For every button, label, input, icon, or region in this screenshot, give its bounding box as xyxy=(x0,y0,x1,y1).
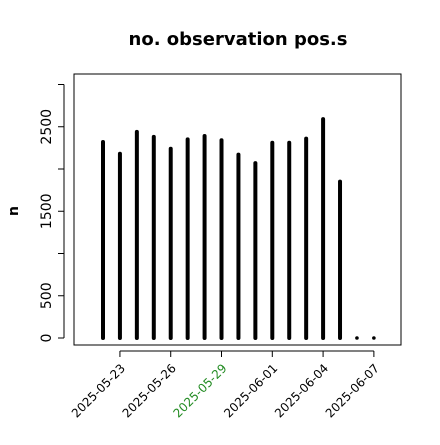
y-tick-label: 0 xyxy=(39,334,55,343)
x-tick-label: 2025-06-07 xyxy=(323,361,382,420)
x-tick-label: 2025-05-26 xyxy=(120,361,179,420)
x-tick-label: 2025-06-01 xyxy=(221,361,280,420)
chart-title: no. observation pos.s xyxy=(129,29,348,50)
bar xyxy=(372,336,376,340)
y-axis-label: n xyxy=(6,206,22,216)
plot-frame xyxy=(73,73,402,346)
y-tick-label: 1500 xyxy=(39,193,55,229)
x-tick-label: 2025-06-04 xyxy=(272,361,331,420)
x-tick-label: 2025-05-23 xyxy=(69,361,128,420)
bars xyxy=(101,117,376,340)
x-tick-label: 2025-05-29 xyxy=(170,361,229,420)
y-axis: 0 500 1500 2500 xyxy=(39,84,65,343)
y-tick-label: 2500 xyxy=(39,109,55,145)
bar xyxy=(355,336,359,340)
y-tick-label: 500 xyxy=(39,282,55,309)
x-axis: 2025-05-232025-05-262025-05-292025-06-01… xyxy=(69,350,382,420)
